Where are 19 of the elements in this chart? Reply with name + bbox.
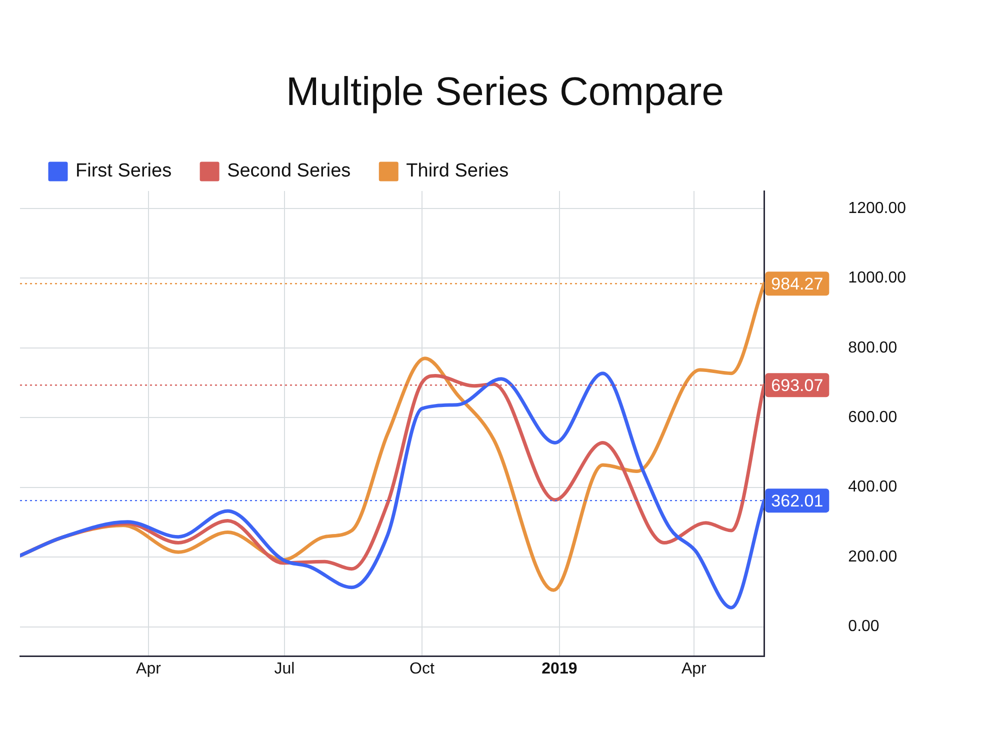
- chart-title: Multiple Series Compare: [286, 70, 724, 114]
- y-tick-label: 1200.00: [848, 200, 906, 217]
- x-tick-label: Oct: [410, 660, 435, 678]
- y-tick-label: 0.00: [848, 618, 880, 636]
- y-tick-label: 600.00: [848, 409, 898, 426]
- y-tick-label: 1000.00: [848, 270, 906, 287]
- x-tick-label: Apr: [681, 660, 708, 678]
- x-tick-label: 2019: [542, 660, 578, 678]
- ref-line-label: 362.01: [771, 491, 824, 510]
- ref-line-label: 693.07: [771, 376, 824, 395]
- y-tick-label: 800.00: [848, 339, 898, 356]
- x-tick-label: Apr: [136, 660, 162, 678]
- legend-label: Second Series: [227, 160, 351, 182]
- legend-label: Third Series: [406, 160, 509, 182]
- y-tick-label: 400.00: [848, 478, 898, 496]
- y-tick-label: 200.00: [848, 548, 898, 566]
- ref-line-label: 984.27: [771, 274, 824, 294]
- x-tick-label: Jul: [274, 660, 295, 678]
- legend-label: First Series: [76, 160, 172, 182]
